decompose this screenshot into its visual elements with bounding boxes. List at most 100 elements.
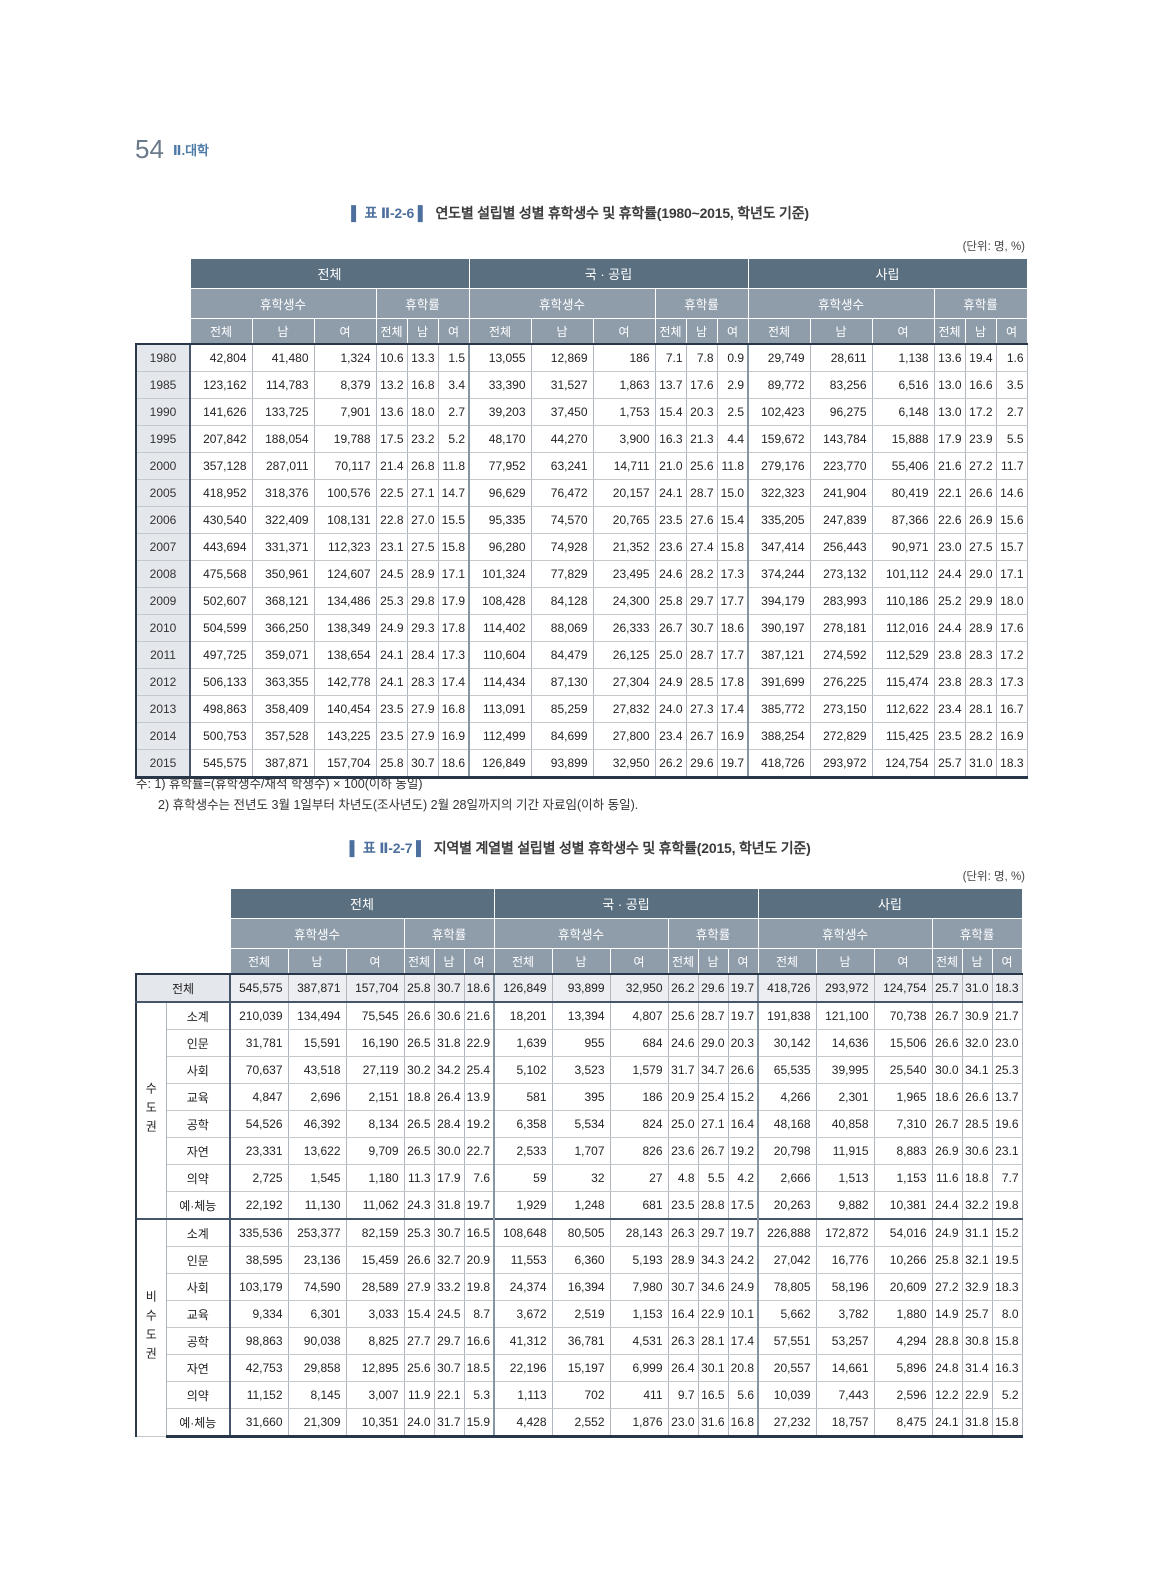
category-label: 공학: [166, 1327, 231, 1355]
data-cell: 1,579: [610, 1056, 669, 1084]
region-label: 비수도권: [135, 1218, 167, 1437]
data-cell: 17.3: [996, 668, 1028, 696]
data-cell: 17.4: [728, 1327, 759, 1355]
data-cell: 100,576: [314, 479, 377, 507]
data-cell: 24.6: [655, 560, 687, 588]
data-cell: 24.0: [655, 695, 687, 723]
data-cell: 27,800: [593, 722, 656, 750]
data-cell: 5.5: [698, 1164, 729, 1192]
data-cell: 8,145: [288, 1381, 347, 1409]
data-cell: 17.8: [717, 668, 749, 696]
data-cell: 28.3: [965, 668, 997, 696]
category-label: 인문: [166, 1029, 231, 1057]
data-cell: 223,770: [810, 452, 873, 480]
leaf-header: 전체: [189, 318, 253, 345]
data-cell: 31.0: [965, 749, 997, 779]
data-cell: 20,765: [593, 506, 656, 534]
data-cell: 30.7: [668, 1273, 699, 1301]
data-cell: 4.2: [728, 1164, 759, 1192]
data-cell: 23,136: [288, 1246, 347, 1274]
data-cell: 418,952: [190, 479, 253, 507]
year-label: 2006: [135, 506, 191, 534]
data-cell: 322,409: [252, 506, 315, 534]
data-cell: 191,838: [757, 1002, 817, 1030]
yearly-leave-table: 전체 국 · 공립 사립 휴학생수 휴학률 휴학생수 휴학률 휴학생수 휴학률 전체 남 여 전체 남 여 전…: [135, 258, 1028, 779]
data-cell: 20.3: [686, 398, 718, 426]
data-cell: 186: [610, 1083, 669, 1111]
data-cell: 46,392: [288, 1110, 347, 1138]
data-cell: 274,592: [810, 641, 873, 669]
data-cell: 498,863: [190, 695, 253, 723]
data-cell: 23,495: [593, 560, 656, 588]
leaf-header: 전체: [403, 948, 435, 975]
data-cell: 3,033: [346, 1300, 405, 1328]
leaf-header: 여: [345, 948, 405, 975]
data-cell: 27.0: [407, 506, 439, 534]
data-cell: 2.7: [996, 398, 1028, 426]
data-cell: 23.1: [992, 1137, 1023, 1165]
data-cell: 24.9: [932, 1218, 963, 1247]
data-cell: 42,753: [230, 1354, 289, 1382]
leaf-header: 남: [406, 318, 439, 345]
data-cell: 2,725: [230, 1164, 289, 1192]
data-cell: 2,301: [816, 1083, 875, 1111]
leaf-header: 전체: [468, 318, 532, 345]
data-cell: 74,590: [288, 1273, 347, 1301]
data-cell: 13.2: [376, 371, 408, 399]
data-cell: 16,394: [552, 1273, 611, 1301]
data-cell: 23.6: [655, 533, 687, 561]
leaf-header: 남: [697, 948, 729, 975]
data-cell: 27.2: [965, 452, 997, 480]
table1-notes: 주: 1) 휴학률=(휴학생수/재적 학생수) × 100(이하 동일) 2) …: [136, 774, 638, 816]
data-cell: 29.0: [698, 1029, 729, 1057]
data-cell: 41,312: [493, 1327, 553, 1355]
data-cell: 16.9: [717, 722, 749, 750]
data-cell: 22,196: [493, 1354, 553, 1382]
data-cell: 28.8: [932, 1327, 963, 1355]
data-cell: 7.6: [464, 1164, 495, 1192]
leaf-header: 남: [809, 318, 873, 345]
data-cell: 23.5: [668, 1191, 699, 1220]
data-cell: 16,190: [346, 1029, 405, 1057]
data-cell: 96,275: [810, 398, 873, 426]
data-cell: 18.6: [438, 749, 470, 779]
data-cell: 19.7: [717, 749, 749, 779]
data-cell: 5,193: [610, 1246, 669, 1274]
data-cell: 11,915: [816, 1137, 875, 1165]
data-cell: 28.9: [965, 614, 997, 642]
data-cell: 16.8: [728, 1408, 759, 1438]
data-cell: 15.2: [728, 1083, 759, 1111]
data-cell: 1,753: [593, 398, 656, 426]
data-cell: 16.5: [698, 1381, 729, 1409]
data-cell: 159,672: [747, 425, 811, 453]
data-cell: 31.6: [698, 1408, 729, 1438]
data-cell: 26.5: [404, 1137, 435, 1165]
data-cell: 8,134: [346, 1110, 405, 1138]
category-label: 인문: [166, 1246, 231, 1274]
data-cell: 684: [610, 1029, 669, 1057]
data-cell: 4,428: [493, 1408, 553, 1438]
data-cell: 11,152: [230, 1381, 289, 1409]
data-cell: 1,138: [872, 344, 935, 372]
data-cell: 7,980: [610, 1273, 669, 1301]
note-line-2: 2) 휴학생수는 전년도 3월 1일부터 차년도(조사년도) 2월 28일까지의…: [158, 798, 639, 812]
data-cell: 22.8: [376, 506, 408, 534]
sub-group-header: 휴학률: [654, 288, 749, 319]
data-cell: 20,157: [593, 479, 656, 507]
data-cell: 24.0: [404, 1408, 435, 1438]
data-cell: 9.7: [668, 1381, 699, 1409]
data-cell: 5.6: [728, 1381, 759, 1409]
data-cell: 24.9: [655, 668, 687, 696]
data-cell: 363,355: [252, 668, 315, 696]
data-cell: 3.5: [996, 371, 1028, 399]
data-cell: 102,423: [747, 398, 811, 426]
data-cell: 10.1: [728, 1300, 759, 1328]
data-cell: 30,142: [757, 1029, 817, 1057]
data-cell: 93,899: [552, 974, 611, 1003]
data-cell: 70,738: [874, 1002, 933, 1030]
sub-group-header: 휴학률: [933, 288, 1028, 319]
data-cell: 38,595: [230, 1246, 289, 1274]
leaf-header: 전체: [667, 948, 699, 975]
data-cell: 101,324: [468, 560, 532, 588]
data-cell: 27: [610, 1164, 669, 1192]
